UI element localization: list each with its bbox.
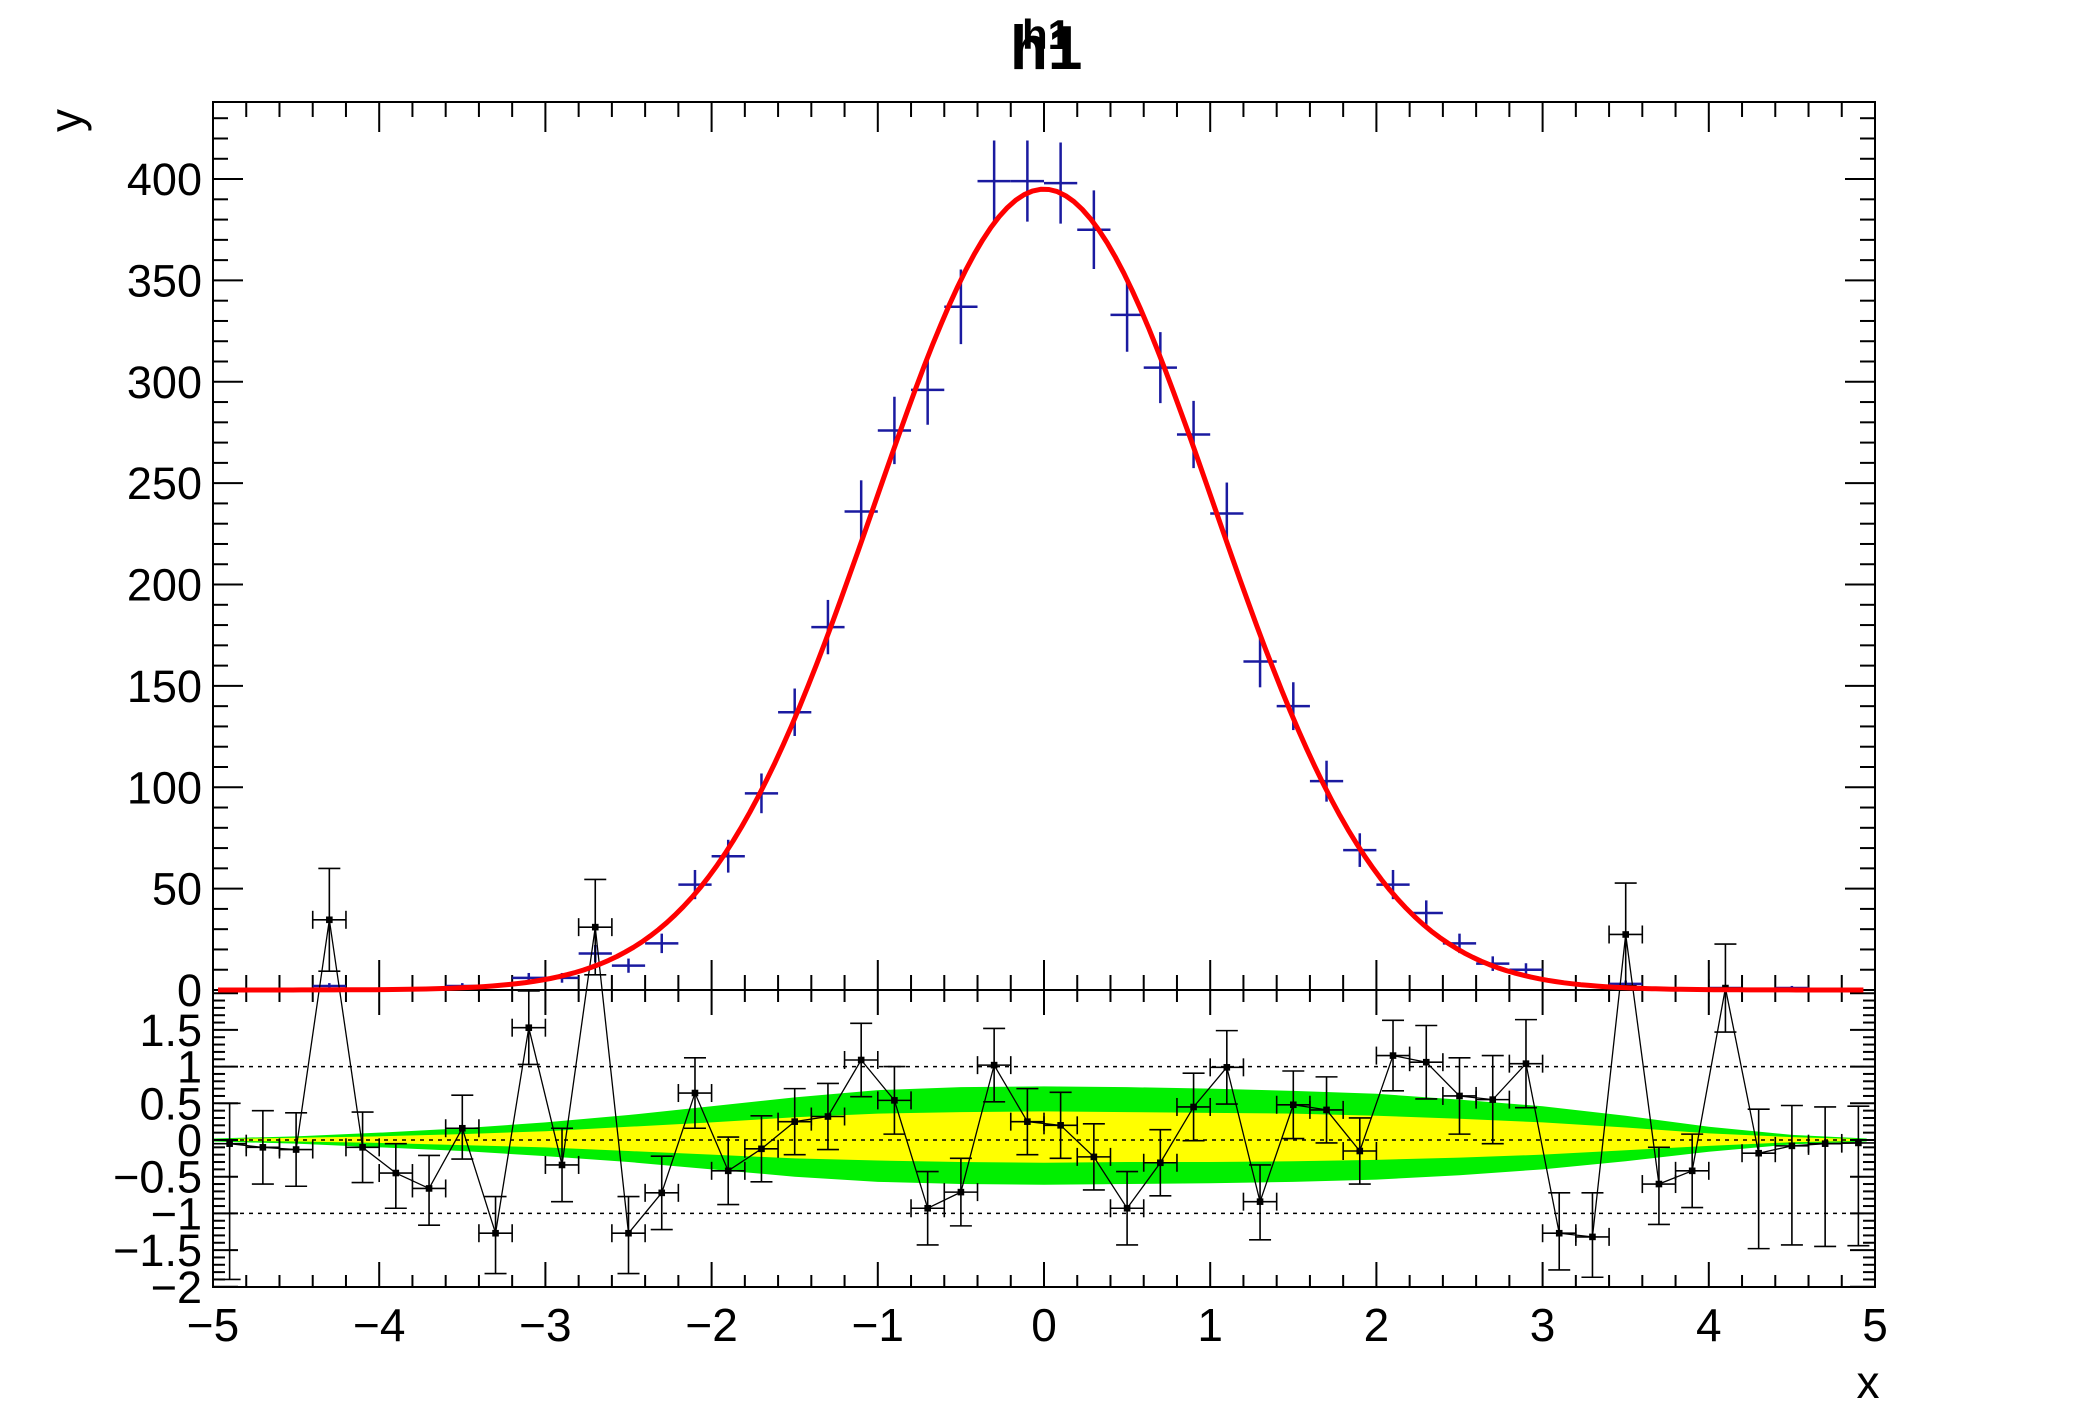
pull-point — [1622, 931, 1629, 938]
x-axis-tick-label: 0 — [1031, 1299, 1057, 1351]
pull-point — [824, 1113, 832, 1120]
pull-point — [658, 1189, 666, 1197]
pull-point — [1024, 1118, 1031, 1125]
main-pad-frame[interactable] — [212, 101, 1876, 991]
pull-point — [259, 1144, 267, 1151]
pull-point — [957, 1188, 965, 1196]
pull-point — [525, 1024, 533, 1031]
pull-point — [1589, 1233, 1596, 1241]
pull-point — [857, 1056, 865, 1064]
x-axis-tick-label: 2 — [1364, 1299, 1390, 1351]
y-axis-tick-label: 50 — [152, 864, 202, 915]
pull-point — [791, 1118, 799, 1125]
data-points — [312, 140, 1809, 990]
y-axis-tick-label: 150 — [127, 661, 202, 712]
pull-point — [1123, 1204, 1131, 1212]
pull-point — [1256, 1198, 1264, 1205]
x-axis-tick-label: 1 — [1197, 1299, 1223, 1351]
x-axis-tick-label: −3 — [519, 1299, 571, 1351]
plot-title-echo: h1 — [1022, 11, 1072, 58]
pull-point — [1821, 1140, 1829, 1147]
pull-point — [1323, 1106, 1330, 1114]
x-axis-tick-label: 3 — [1530, 1299, 1556, 1351]
pull-point — [492, 1229, 499, 1237]
ratio-y-tick-label: −2 — [151, 1262, 202, 1313]
y-axis-tick-label: 400 — [127, 154, 202, 205]
x-axis-tick-label: −5 — [187, 1299, 239, 1351]
y-axis-title: y — [40, 109, 92, 132]
ratio-y-tick-label: 1.5 — [139, 1005, 202, 1056]
pull-point — [1655, 1180, 1663, 1188]
x-axis-tick-label: −2 — [685, 1299, 737, 1351]
pull-point — [891, 1097, 898, 1104]
pull-point — [625, 1229, 632, 1237]
y-axis-tick-label: 200 — [127, 560, 202, 611]
pull-point — [1389, 1052, 1397, 1059]
x-axis-tick-label: −1 — [852, 1299, 904, 1351]
ratio-y-tick-label: −0.5 — [113, 1152, 202, 1203]
pull-point — [591, 923, 599, 931]
pull-point — [924, 1204, 931, 1212]
ratio-y-tick-label: −1.5 — [113, 1225, 202, 1276]
pull-point — [359, 1144, 366, 1151]
pull-point — [1057, 1122, 1064, 1129]
pull-point — [458, 1124, 466, 1132]
pull-point — [1555, 1229, 1563, 1237]
x-axis-tick-label: 5 — [1862, 1299, 1888, 1351]
ratio-y-tick-label: 1 — [177, 1042, 202, 1093]
pull-point — [1223, 1064, 1231, 1071]
pull-point — [1356, 1147, 1364, 1155]
pull-point — [1090, 1153, 1098, 1161]
pull-point — [1456, 1092, 1463, 1100]
pull-point — [558, 1161, 566, 1169]
x-axis-tick-label: −4 — [353, 1299, 405, 1351]
x-axis-title: x — [1857, 1356, 1880, 1408]
fit-curve — [218, 186, 1864, 993]
pull-point — [1755, 1149, 1762, 1157]
pull-point — [758, 1145, 765, 1153]
pull-point — [392, 1169, 400, 1177]
ratio-y-tick-label: −1 — [151, 1188, 202, 1239]
pull-points — [212, 867, 1876, 1281]
pull-point — [425, 1185, 433, 1192]
pull-point — [1290, 1101, 1297, 1109]
pull-point — [1688, 1167, 1696, 1175]
plot-title: h1 — [1010, 14, 1083, 83]
pull-point — [326, 916, 333, 924]
pull-point — [1788, 1142, 1796, 1150]
pull-point — [990, 1061, 998, 1069]
x-axis-tick-label: 4 — [1696, 1299, 1722, 1351]
pull-point — [1157, 1159, 1164, 1167]
pull-point — [691, 1089, 699, 1097]
ratio-y-tick-label: 0.5 — [139, 1078, 202, 1129]
y-axis-tick-label: 350 — [127, 255, 202, 306]
y-axis-tick-label: 300 — [127, 357, 202, 408]
pull-point — [1190, 1103, 1197, 1111]
pull-point — [1522, 1060, 1530, 1067]
y-axis-tick-label: 250 — [127, 458, 202, 509]
pull-point — [724, 1167, 732, 1175]
sigma-band-inner — [213, 1111, 1867, 1163]
pull-point — [226, 1140, 233, 1147]
pull-point — [1422, 1058, 1430, 1066]
pull-point — [1855, 1139, 1862, 1147]
y-axis-tick-label: 100 — [127, 762, 202, 813]
y-axis-tick-label: 0 — [177, 965, 202, 1016]
ratio-y-tick-label: 0 — [177, 1115, 202, 1166]
pull-point — [1489, 1096, 1497, 1103]
pull-point — [292, 1146, 300, 1153]
